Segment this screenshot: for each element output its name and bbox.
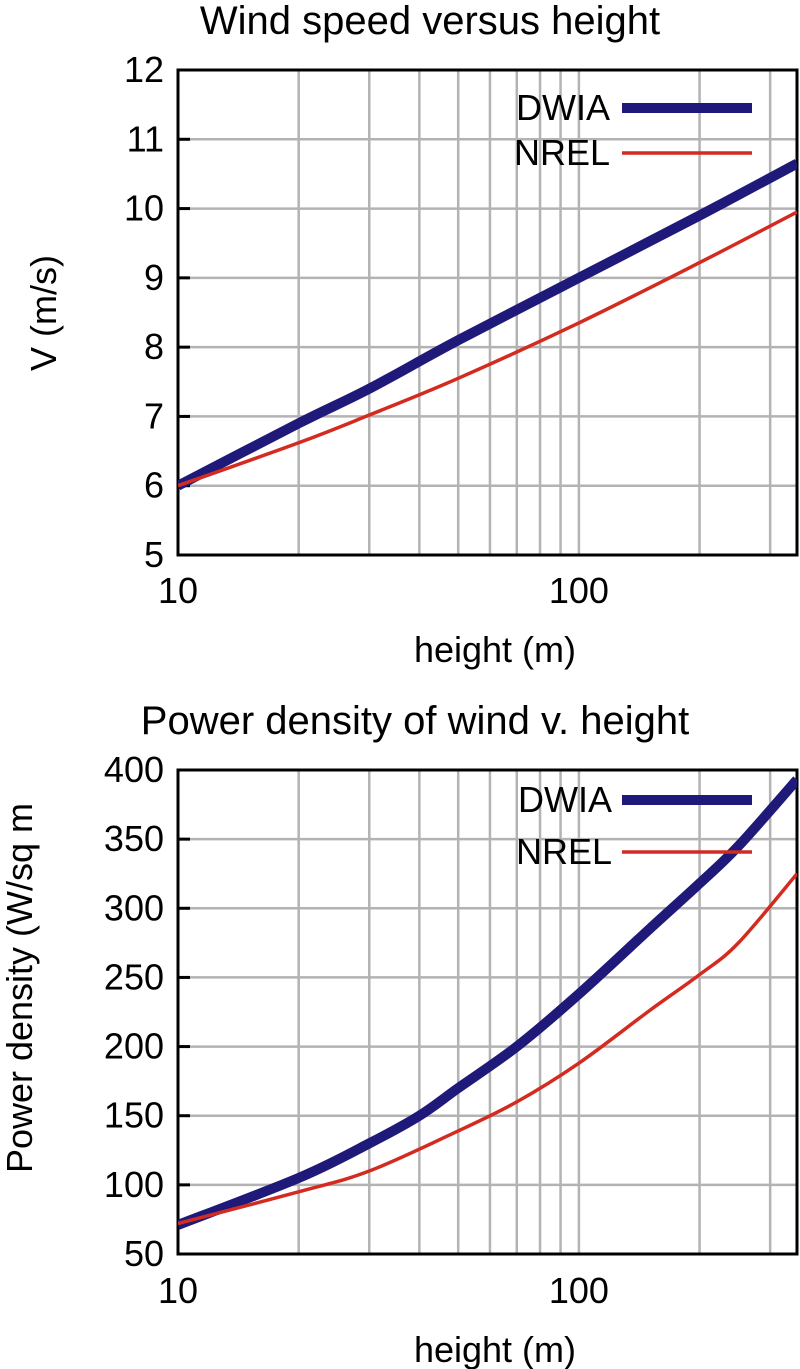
- y-tick-label: 7: [144, 395, 164, 436]
- y-tick-label: 8: [144, 326, 164, 367]
- legend-label: NREL: [514, 132, 610, 173]
- series-line-nrel: [178, 210, 797, 488]
- y-tick-label: 300: [104, 887, 164, 928]
- y-tick-label: 6: [144, 465, 164, 506]
- wind-speed-chart: Wind speed versus height height (m) V (m…: [23, 0, 799, 670]
- y-axis-label: V (m/s): [23, 255, 64, 371]
- x-axis-label: height (m): [414, 1329, 576, 1369]
- series-line-nrel: [178, 872, 797, 1226]
- y-tick-label: 250: [104, 956, 164, 997]
- y-tick-label: 5: [144, 534, 164, 575]
- x-tick-label: 10: [158, 570, 198, 611]
- chart-title: Power density of wind v. height: [141, 699, 689, 743]
- y-axis-label: Power density (W/sq m: [0, 803, 40, 1173]
- y-tick-label: 400: [104, 749, 164, 790]
- y-tick-label: 9: [144, 257, 164, 298]
- x-tick-label: 100: [549, 570, 609, 611]
- legend-label: DWIA: [516, 87, 610, 128]
- x-axis-label: height (m): [414, 629, 576, 670]
- power-density-chart: Power density of wind v. height height (…: [0, 699, 799, 1369]
- plot-frame: [176, 768, 799, 1256]
- x-tick-label: 100: [549, 1270, 609, 1311]
- y-tick-label: 12: [124, 49, 164, 90]
- y-tick-label: 100: [104, 1164, 164, 1205]
- y-tick-label: 11: [127, 118, 164, 159]
- y-tick-label: 150: [104, 1095, 164, 1136]
- legend-label: DWIA: [518, 779, 612, 820]
- grid: [178, 770, 797, 1254]
- y-tick-label: 350: [104, 818, 164, 859]
- series-line-dwia: [178, 159, 797, 491]
- legend-label: NREL: [516, 831, 612, 872]
- plot-frame: [176, 68, 799, 557]
- y-tick-label: 10: [124, 188, 164, 229]
- x-tick-label: 10: [158, 1270, 198, 1311]
- grid: [178, 70, 797, 555]
- y-tick-label: 50: [124, 1233, 164, 1274]
- y-tick-label: 200: [104, 1026, 164, 1067]
- chart-title: Wind speed versus height: [200, 0, 660, 43]
- series-line-dwia: [178, 776, 797, 1230]
